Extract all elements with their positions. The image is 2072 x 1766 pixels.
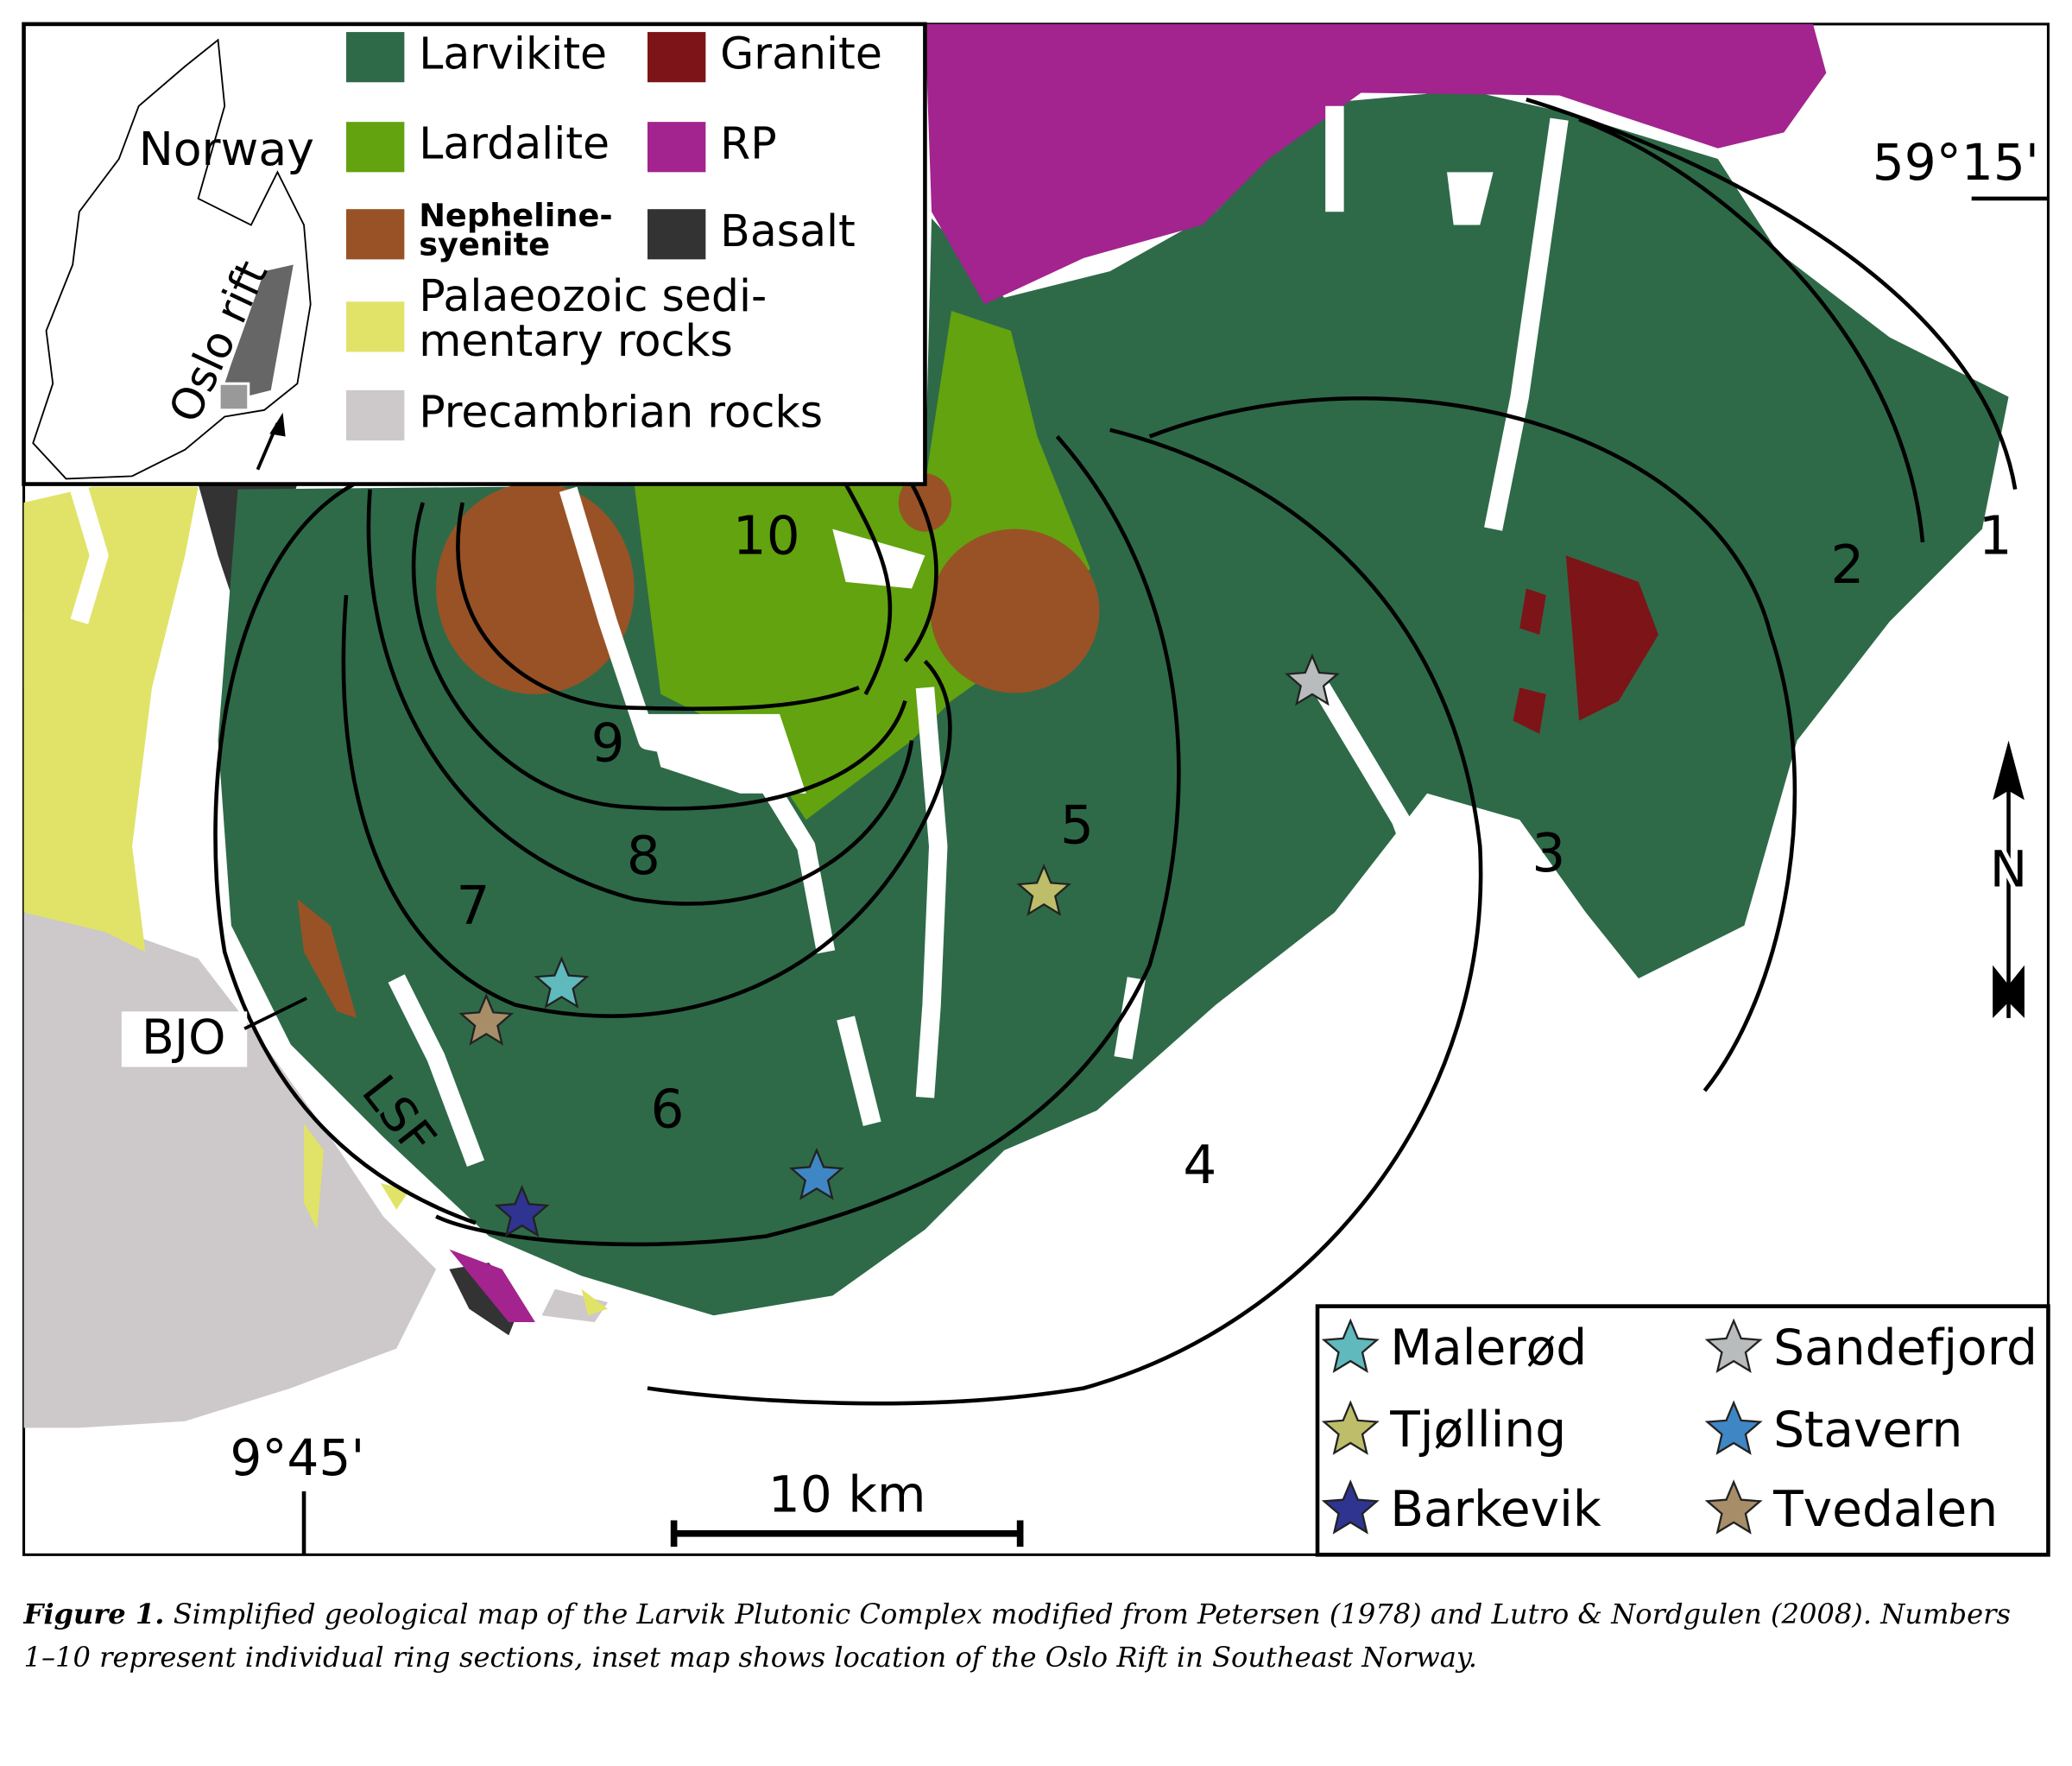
locality-legend: Malerød Sandefjord Tjølling Stavern Barkevik… (1315, 1304, 2050, 1557)
longitude-label: 9°45' (230, 1428, 364, 1487)
bjo-arrow (243, 997, 307, 1030)
legend-star (1321, 1479, 1380, 1535)
north-arrow-head (1993, 740, 2025, 1018)
locality-legend-items: Malerød Sandefjord Tjølling Stavern Barkevik… (1321, 1318, 2037, 1538)
ring-boundaries (213, 97, 2018, 1406)
larvikite-area (218, 90, 2009, 1316)
caption-text: Simplified geological map of the Larvik … (174, 1597, 2011, 1630)
locality-label: Barkevik (1390, 1481, 1601, 1538)
latitude-label: 59°15' (1873, 133, 2039, 192)
legend-star (1321, 1400, 1380, 1455)
ring-line (1526, 97, 2018, 491)
scale-bar (670, 1520, 1024, 1548)
legend-swatch (346, 122, 405, 173)
bjo-label: BJO (142, 1010, 225, 1065)
ring-number: 2 (1830, 535, 1864, 596)
legend-swatch (346, 209, 405, 260)
legend-swatch (648, 209, 706, 260)
ring-line (366, 489, 914, 906)
locality-star (534, 956, 590, 1009)
ring-number: 4 (1183, 1135, 1216, 1196)
geology (23, 23, 2009, 1428)
locality-label: Stavern (1773, 1402, 1962, 1459)
ring-number: 1 (1979, 505, 2012, 567)
basalt-area (198, 484, 522, 1336)
legend-label: Larvikite (419, 28, 607, 79)
ring-line (213, 482, 477, 1225)
locality-label: Malerød (1390, 1320, 1587, 1377)
ring-line (843, 483, 893, 696)
locality-star (789, 1147, 844, 1200)
legend-label: Nepheline- (419, 197, 612, 234)
ring-number: 6 (650, 1079, 684, 1141)
legend-swatch (346, 301, 405, 352)
locality-label: Tjølling (1389, 1402, 1566, 1459)
legend-label: RP (720, 118, 777, 169)
sedimentary-area (23, 486, 609, 1316)
locality-star (1284, 653, 1340, 706)
country-label: Norway (139, 122, 314, 176)
legend-label: Palaeozoic sedi- (419, 270, 767, 321)
legend-star (1704, 1479, 1763, 1535)
nepheline-area (297, 899, 357, 1018)
caption-line: Figure 1. Simplified geological map of t… (23, 1597, 2011, 1630)
ring-line (435, 434, 1181, 1247)
legend-label: Lardalite (419, 118, 610, 169)
ring-number: 10 (733, 505, 800, 567)
ring-line (411, 502, 907, 811)
ring-line (456, 502, 860, 712)
legend-star (1704, 1400, 1763, 1455)
inset-frame (22, 22, 927, 486)
ring-number: 8 (627, 826, 660, 887)
ring-line (647, 427, 1483, 1406)
precambrian-area (23, 601, 609, 1428)
ring-number: 9 (591, 713, 625, 775)
legend-label: Basalt (720, 206, 856, 256)
localities (458, 653, 1340, 1237)
locality-star (494, 1184, 550, 1237)
legend-label: Granite (720, 28, 882, 79)
locality-star (458, 992, 515, 1046)
legend-swatch (346, 389, 405, 441)
legend-label: Precambrian rocks (419, 386, 823, 437)
norway-outline (32, 38, 312, 480)
locality-star (1016, 863, 1072, 916)
granite-area (1513, 555, 1658, 734)
legend: Larvikite Granite Lardalite RP Nepheline-sye… (346, 28, 882, 441)
ring-line (1578, 117, 1925, 543)
study-area-box (218, 382, 250, 412)
ring-number: 3 (1532, 823, 1565, 884)
locality-legend-frame (1315, 1304, 2050, 1557)
bjo-box (121, 1011, 248, 1067)
water (648, 172, 1494, 794)
legend-swatch (346, 32, 405, 83)
caption-line: 1–10 represent individual ring sections,… (24, 1641, 1477, 1674)
inset-map: Norway Oslo rift (22, 22, 927, 486)
north-label: N (1990, 840, 2028, 899)
inset-arrowhead (269, 412, 286, 437)
scale-label: 10 km (768, 1465, 926, 1524)
oslo-rift (218, 264, 294, 404)
nepheline-area (930, 529, 1100, 693)
ring-number: 5 (1060, 795, 1094, 857)
ring-line (341, 594, 952, 1018)
legend-swatch (648, 32, 706, 83)
caption-label: Figure 1. (23, 1597, 165, 1630)
legend-star (1704, 1318, 1763, 1373)
ring-number: 7 (456, 876, 490, 937)
legend-label: mentary rocks (419, 315, 733, 366)
ring-line (1148, 396, 1797, 1092)
locality-label: Tvedalen (1772, 1481, 1998, 1538)
legend-label: syenite (419, 226, 550, 263)
legend-swatch (648, 122, 706, 173)
locality-label: Sandefjord (1773, 1320, 2037, 1377)
legend-star (1321, 1318, 1380, 1373)
ring-line (903, 483, 938, 663)
